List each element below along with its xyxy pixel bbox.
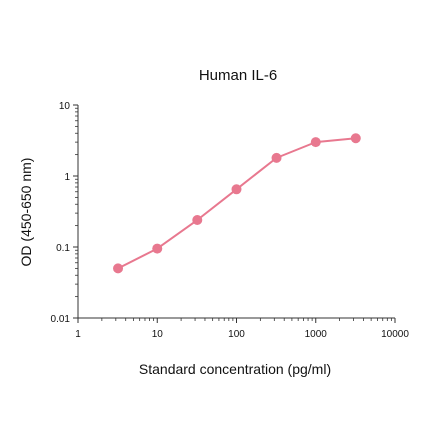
y-tick-label: 1 xyxy=(64,172,70,183)
data-point xyxy=(271,152,282,163)
y-tick-label: 0.1 xyxy=(56,243,70,254)
y-axis-label: OD (450-650 nm) xyxy=(18,158,34,267)
y-tick-label: 0.01 xyxy=(51,314,71,325)
ticks: 1 10 100 1000 10000 0.01 0.1 1 10 xyxy=(51,101,410,340)
x-tick-label: 100 xyxy=(228,329,245,340)
series-layer xyxy=(113,133,361,274)
data-point xyxy=(231,184,242,195)
data-point xyxy=(192,215,203,226)
y-tick-label: 10 xyxy=(59,101,71,112)
data-point xyxy=(350,133,361,144)
x-tick-label: 1 xyxy=(75,329,81,340)
x-tick-label: 10000 xyxy=(381,329,409,340)
data-point xyxy=(152,243,163,254)
x-tick-label: 10 xyxy=(152,329,164,340)
data-point xyxy=(113,263,124,274)
chart-title: Human IL-6 xyxy=(199,67,277,84)
x-tick-label: 1000 xyxy=(305,329,328,340)
x-axis-label: Standard concentration (pg/ml) xyxy=(139,361,331,377)
axes xyxy=(77,105,395,319)
data-point xyxy=(310,137,321,148)
